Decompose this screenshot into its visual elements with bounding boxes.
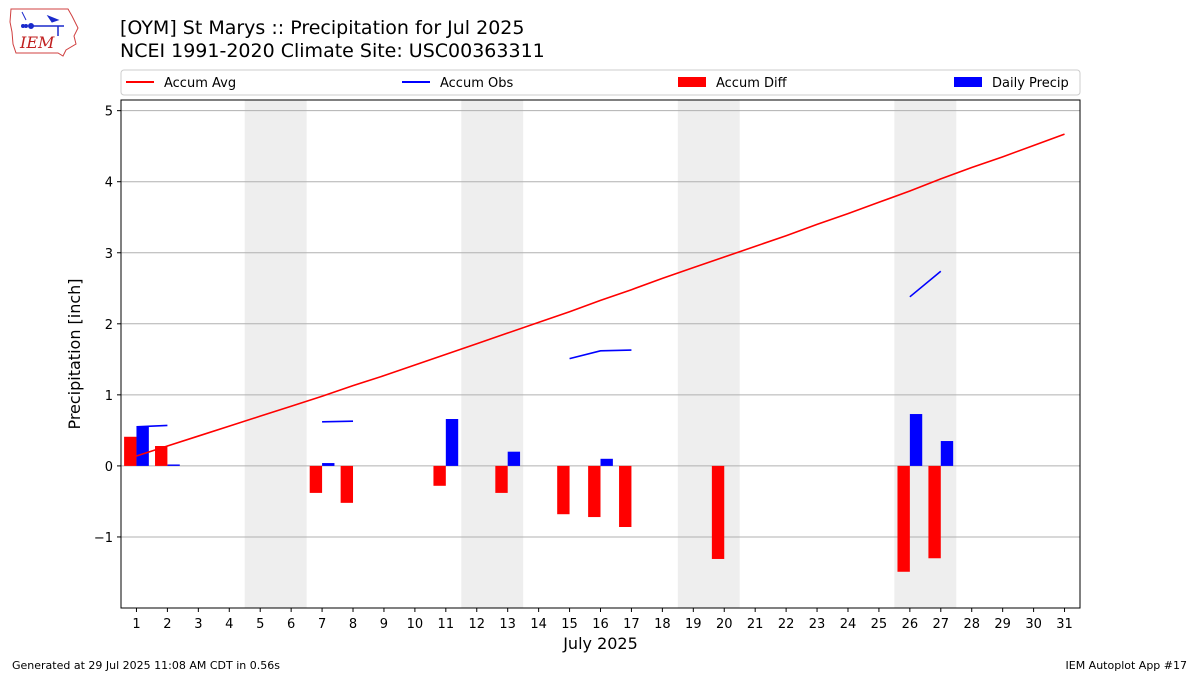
legend-swatch-bar [954, 77, 982, 87]
accum-obs-line [909, 270, 942, 298]
x-tick-label: 19 [685, 617, 702, 632]
legend-box [120, 69, 1081, 96]
y-tick-label: 1 [105, 389, 113, 404]
x-tick-label: 16 [592, 617, 609, 632]
x-tick-label: 23 [809, 617, 826, 632]
accum-obs-line [322, 420, 354, 423]
accum-diff-bar [897, 465, 910, 572]
accum-diff-bar [433, 465, 446, 486]
daily-precip-bar [167, 464, 180, 466]
x-tick-label: 8 [349, 617, 357, 632]
x-axis-label: July 2025 [562, 634, 638, 653]
plot-frame [120, 99, 1081, 609]
chart-title: [OYM] St Marys :: Precipitation for Jul … [120, 17, 525, 39]
accum-diff-bar [340, 465, 354, 503]
weekend-shade [244, 100, 307, 608]
x-tick-label: 25 [871, 617, 888, 632]
x-tick-label: 5 [256, 617, 264, 632]
generated-timestamp: Generated at 29 Jul 2025 11:08 AM CDT in… [12, 659, 280, 672]
legend-label: Accum Obs [440, 76, 513, 91]
x-tick-label: 22 [778, 617, 795, 632]
x-tick-label: 2 [163, 617, 171, 632]
accum-diff-bar [588, 465, 601, 518]
y-tick-label: 0 [105, 460, 113, 475]
x-tick-label: 11 [438, 617, 455, 632]
y-axis-label: Precipitation [inch] [65, 278, 84, 429]
legend-label: Accum Avg [164, 76, 236, 91]
daily-precip-bar [136, 426, 149, 466]
accum-obs-line [569, 349, 632, 360]
accum-avg-line [136, 133, 1065, 457]
x-tick-label: 31 [1056, 617, 1073, 632]
x-tick-label: 4 [225, 617, 233, 632]
x-tick-label: 21 [747, 617, 764, 632]
y-tick-label: 3 [105, 247, 113, 262]
accum-diff-bar [711, 465, 725, 559]
accum-diff-bar [495, 465, 508, 493]
x-tick-label: 17 [623, 617, 640, 632]
x-tick-label: 27 [933, 617, 950, 632]
daily-precip-bar [909, 414, 923, 466]
x-tick-label: 9 [380, 617, 388, 632]
x-tick-label: 20 [716, 617, 733, 632]
x-tick-label: 24 [840, 617, 857, 632]
x-tick-label: 29 [994, 617, 1011, 632]
x-tick-label: 30 [1025, 617, 1042, 632]
accum-diff-bar [557, 465, 570, 515]
y-tick-label: 4 [105, 176, 113, 191]
y-tick-label: 2 [105, 318, 113, 333]
legend-label: Daily Precip [992, 76, 1069, 91]
y-tick-label: −1 [94, 531, 113, 546]
y-tick-label: 5 [105, 105, 113, 120]
weather-station-icon [21, 11, 64, 36]
x-tick-label: 12 [468, 617, 485, 632]
x-tick-label: 3 [194, 617, 202, 632]
accum-diff-bar [309, 465, 323, 493]
x-tick-label: 14 [530, 617, 547, 632]
logo-text: IEM [19, 33, 55, 52]
x-tick-label: 6 [287, 617, 295, 632]
daily-precip-bar [600, 458, 613, 466]
legend-swatch-bar [678, 77, 706, 87]
x-tick-label: 7 [318, 617, 326, 632]
chart-subtitle: NCEI 1991-2020 Climate Site: USC00363311 [120, 40, 545, 62]
x-tick-label: 1 [132, 617, 140, 632]
x-tick-label: 18 [654, 617, 671, 632]
iem-logo: IEM [9, 8, 79, 57]
daily-precip-bar [507, 451, 521, 466]
accum-diff-bar [619, 465, 632, 528]
app-credit: IEM Autoplot App #17 [1065, 659, 1188, 672]
daily-precip-bar [940, 441, 954, 466]
x-tick-label: 10 [407, 617, 424, 632]
x-tick-label: 28 [963, 617, 980, 632]
accum-diff-bar [155, 446, 168, 466]
accum-obs-line [136, 424, 168, 428]
weekend-shade [461, 100, 524, 608]
x-tick-label: 15 [561, 617, 578, 632]
accum-diff-bar [928, 465, 941, 559]
weekend-shade [677, 100, 740, 608]
x-tick-label: 13 [499, 617, 516, 632]
x-tick-label: 26 [902, 617, 919, 632]
legend-label: Accum Diff [716, 76, 788, 91]
daily-precip-bar [322, 463, 335, 466]
daily-precip-bar [445, 419, 459, 466]
iowa-outline-icon [9, 8, 79, 57]
accum-diff-bar [124, 436, 137, 466]
